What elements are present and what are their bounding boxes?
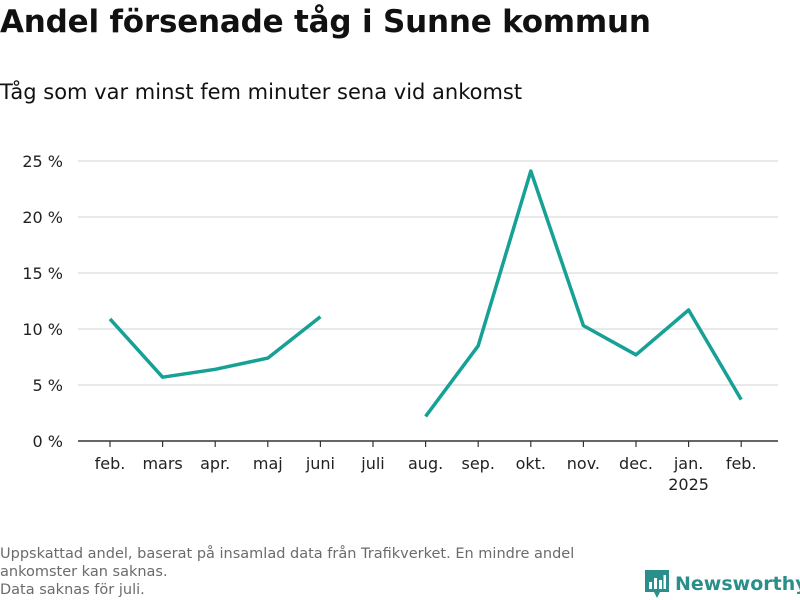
x-tick-label: maj bbox=[253, 454, 283, 473]
data-point bbox=[108, 317, 112, 321]
x-tick-label: nov. bbox=[567, 454, 600, 473]
y-tick-label: 20 % bbox=[22, 208, 63, 227]
newsworthy-logo-icon bbox=[645, 570, 669, 598]
series-line-segment bbox=[108, 315, 322, 379]
data-point bbox=[529, 169, 533, 173]
data-point bbox=[213, 367, 217, 371]
chart-title: Andel försenade tåg i Sunne kommun bbox=[0, 4, 651, 40]
y-tick-label: 10 % bbox=[22, 320, 63, 339]
x-tick-label: feb. bbox=[726, 454, 757, 473]
footnote-missing-data: Data saknas för juli. bbox=[0, 582, 145, 598]
data-point bbox=[161, 375, 165, 379]
data-point bbox=[634, 353, 638, 357]
chart-subtitle: Tåg som var minst fem minuter sena vid a… bbox=[0, 80, 523, 104]
footnote: Uppskattad andel, baserat på insamlad da… bbox=[0, 545, 630, 599]
data-point bbox=[581, 324, 585, 328]
y-tick-label: 0 % bbox=[33, 432, 63, 451]
y-tick-label: 15 % bbox=[22, 264, 63, 283]
grid-lines bbox=[78, 160, 778, 386]
data-point bbox=[476, 344, 480, 348]
brand: Newsworthy bbox=[645, 570, 800, 598]
series-line-segment bbox=[424, 169, 743, 418]
x-tick-label: okt. bbox=[516, 454, 546, 473]
x-tick-label: apr. bbox=[200, 454, 230, 473]
x-tick-label: sep. bbox=[461, 454, 494, 473]
x-tick-label: feb. bbox=[95, 454, 126, 473]
y-axis-labels: 0 % 5 % 10 % 15 % 20 % 25 % bbox=[22, 152, 63, 451]
x-axis bbox=[78, 440, 778, 447]
x-axis-labels: feb. mars apr. maj juni juli aug. sep. okt. nov. d… bbox=[95, 454, 757, 494]
footnote-source: Uppskattad andel, baserat på insamlad da… bbox=[0, 546, 575, 580]
data-point bbox=[739, 398, 743, 402]
y-tick-label: 5 % bbox=[33, 376, 63, 395]
x-tick-label: aug. bbox=[408, 454, 443, 473]
data-point bbox=[318, 315, 322, 319]
x-tick-label: dec. bbox=[619, 454, 653, 473]
data-point bbox=[424, 414, 428, 418]
x-tick-label: mars bbox=[142, 454, 182, 473]
brand-name: Newsworthy bbox=[675, 573, 800, 595]
data-point bbox=[266, 356, 270, 360]
x-tick-label: juli bbox=[360, 454, 384, 473]
y-tick-label: 25 % bbox=[22, 152, 63, 171]
data-point bbox=[687, 308, 691, 312]
x-tick-sublabel: 2025 bbox=[668, 475, 709, 494]
series-lines bbox=[108, 169, 743, 418]
x-tick-label: jan. bbox=[673, 454, 703, 473]
x-tick-label: juni bbox=[305, 454, 335, 473]
